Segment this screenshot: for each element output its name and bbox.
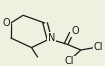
Text: N: N [48, 33, 55, 43]
Text: Cl: Cl [65, 56, 74, 66]
Text: Cl: Cl [94, 42, 103, 52]
Text: O: O [3, 18, 10, 28]
Text: O: O [72, 26, 79, 36]
